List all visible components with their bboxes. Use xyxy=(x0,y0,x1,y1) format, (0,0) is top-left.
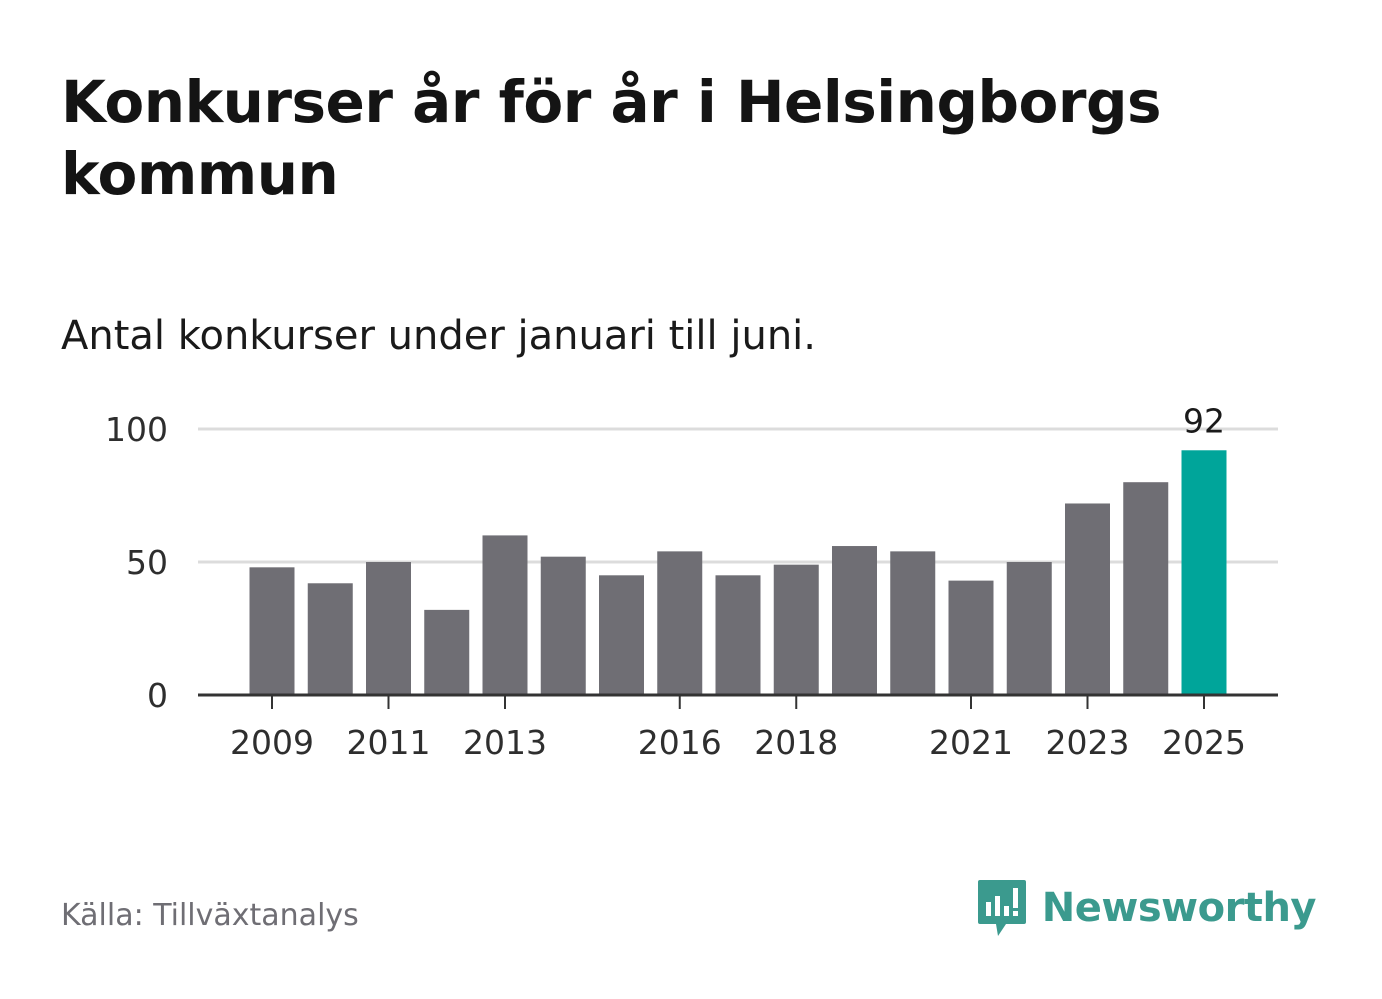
chart-subtitle: Antal konkurser under januari till juni. xyxy=(61,313,816,359)
bar-2022 xyxy=(1006,562,1052,695)
source-note: Källa: Tillväxtanalys xyxy=(61,898,359,933)
y-tick-label: 50 xyxy=(126,543,168,582)
newsworthy-logo-icon xyxy=(977,880,1026,936)
chart-title: Konkurser år för år i Helsingborgs kommu… xyxy=(61,68,1161,208)
bar-2019 xyxy=(832,546,877,695)
data-label: 92 xyxy=(1183,401,1225,440)
bar-2015 xyxy=(599,575,644,695)
x-tick-label: 2025 xyxy=(1162,723,1246,762)
bar-2010 xyxy=(307,583,353,695)
bar-2012 xyxy=(424,609,470,695)
bar-2017 xyxy=(715,575,761,695)
bar-2011 xyxy=(366,562,411,695)
x-tick-label: 2009 xyxy=(230,723,314,762)
bar-2018 xyxy=(773,564,819,695)
bar-2023 xyxy=(1065,503,1110,695)
x-axis xyxy=(198,693,1278,709)
bar-2016 xyxy=(657,551,703,695)
y-tick-label: 0 xyxy=(147,676,168,715)
bar-2014 xyxy=(540,556,586,695)
brand-name: Newsworthy xyxy=(1041,885,1317,931)
bar-2021 xyxy=(948,580,994,695)
bar-2024 xyxy=(1123,482,1169,695)
x-tick-label: 2021 xyxy=(929,723,1013,762)
x-tick-label: 2018 xyxy=(754,723,838,762)
tick-labels: 0 50 100 2009 2011 2013 2016 2018 2021 2023 2025 92 xyxy=(105,401,1246,762)
x-tick-label: 2011 xyxy=(347,723,431,762)
bars xyxy=(249,450,1227,695)
x-tick-label: 2023 xyxy=(1046,723,1130,762)
bar-2009 xyxy=(249,567,295,695)
bar-chart: 0 50 100 2009 2011 2013 2016 2018 2021 2023 2025 92 xyxy=(105,401,1278,762)
bar-2013 xyxy=(482,535,528,695)
y-tick-label: 100 xyxy=(105,410,168,449)
bar-2025 xyxy=(1181,450,1227,695)
brand-logo: Newsworthy xyxy=(976,878,1317,938)
gridlines xyxy=(198,427,1278,564)
x-tick-label: 2013 xyxy=(463,723,547,762)
bar-2020 xyxy=(890,551,936,695)
x-tick-label: 2016 xyxy=(638,723,722,762)
